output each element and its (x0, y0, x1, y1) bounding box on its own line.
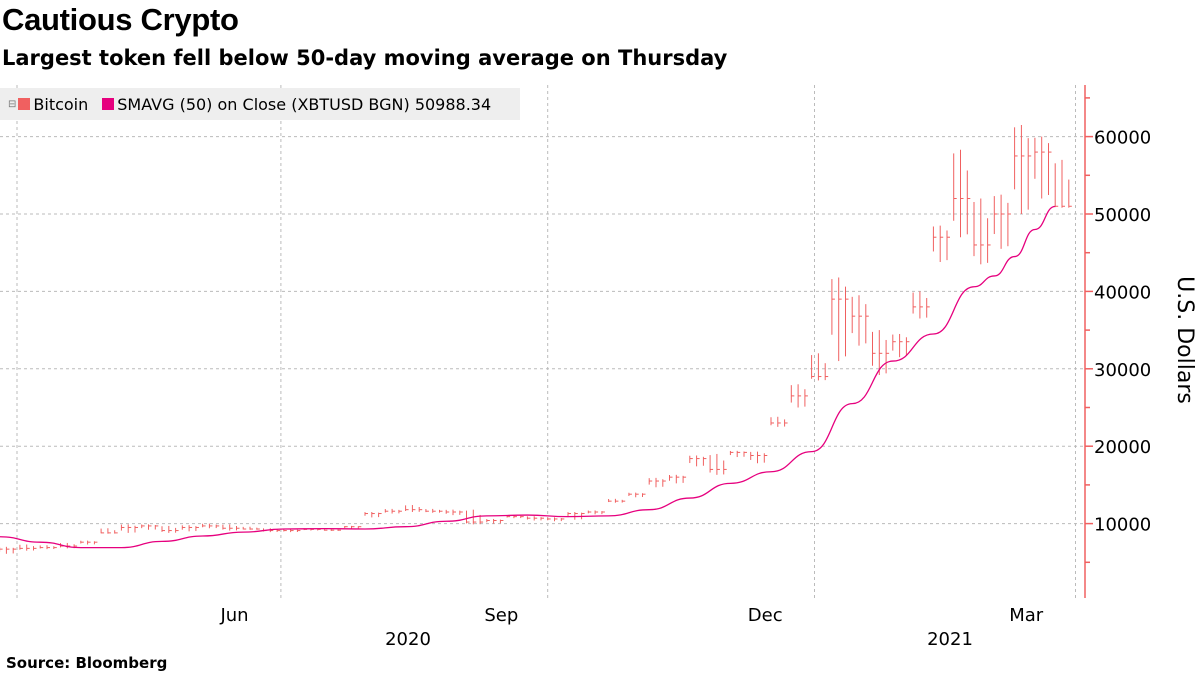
legend-sma: SMAVG (50) on Close (XBTUSD BGN) 50988.3… (117, 94, 492, 114)
y-axis-title: U.S. Dollars (1172, 276, 1197, 404)
bitcoin-swatch (18, 98, 31, 110)
bitcoin-series (0, 124, 1072, 554)
legend: ⊟ Bitcoin SMAVG (50) on Close (XBTUSD BG… (0, 88, 520, 120)
x-tick-label: Sep (484, 605, 518, 626)
x-tick-label: Jun (219, 605, 248, 626)
source-note: Source: Bloomberg (6, 654, 168, 672)
year-label-2020: 2020 (385, 629, 431, 650)
axis-labels: 10000 20000 30000 40000 50000 60000 Jun Sep Dec M… (219, 128, 1151, 626)
y-tick-label: 40000 (1094, 282, 1151, 303)
gridlines (0, 85, 1085, 598)
y-tick-label: 60000 (1094, 128, 1151, 149)
y-tick-label: 30000 (1094, 360, 1151, 381)
legend-collapse-icon[interactable]: ⊟ (8, 98, 17, 110)
sma-swatch (102, 98, 115, 110)
x-tick-label: Dec (748, 605, 783, 626)
sma-series (0, 205, 1056, 549)
legend-bitcoin: Bitcoin (33, 94, 89, 114)
y-tick-label: 10000 (1094, 515, 1151, 536)
year-label-2021: 2021 (927, 629, 973, 650)
chart-title: Cautious Crypto (2, 2, 239, 37)
y-tick-label: 50000 (1094, 205, 1151, 226)
chart-subtitle: Largest token fell below 50-day moving a… (2, 46, 728, 70)
y-axis (1084, 85, 1093, 598)
y-tick-label: 20000 (1094, 437, 1151, 458)
x-tick-label: Mar (1009, 605, 1044, 626)
sma-line (0, 205, 1056, 549)
